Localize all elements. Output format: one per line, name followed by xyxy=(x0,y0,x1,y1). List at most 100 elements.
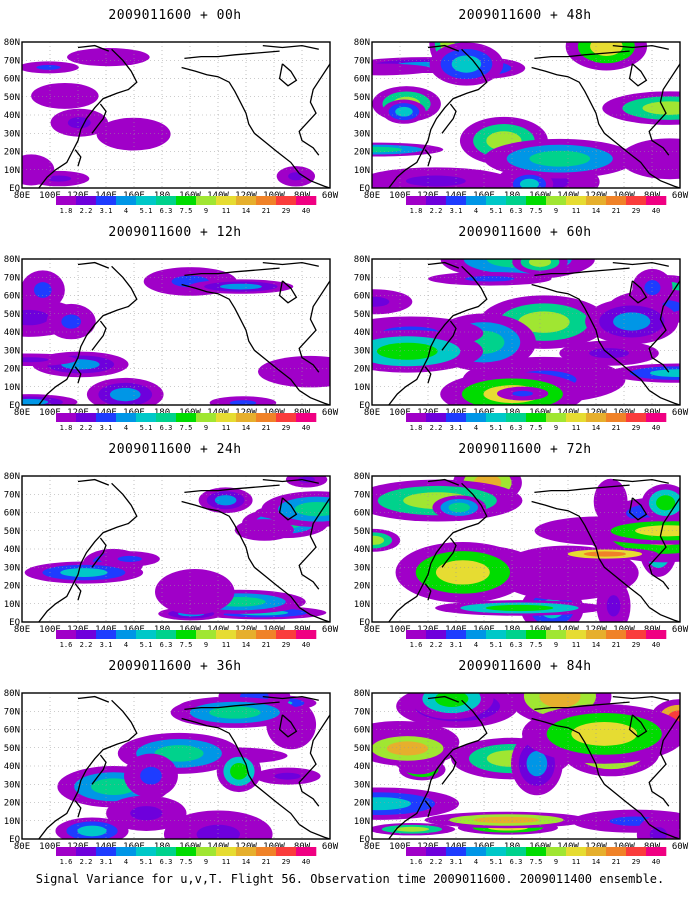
colorbar-swatch xyxy=(506,630,527,639)
colorbar-label: 29 xyxy=(282,207,290,215)
colorbar-label: 11 xyxy=(572,858,580,866)
colorbar-swatch xyxy=(586,630,607,639)
colorbar-label: 7.5 xyxy=(180,641,193,649)
colorbar-swatch xyxy=(116,413,137,422)
colorbar-label: 29 xyxy=(282,424,290,432)
colorbar-swatch xyxy=(546,630,567,639)
colorbar-label: 21 xyxy=(612,858,620,866)
colorbar-swatch xyxy=(606,847,627,856)
colorbar-label: 40 xyxy=(652,858,660,866)
variance-map: 80N70N60N50N40N30N20N10NEQ80E100E120E140… xyxy=(4,255,339,432)
coastline xyxy=(298,606,330,622)
coastline xyxy=(441,103,457,134)
longitude-label: 80E xyxy=(364,408,380,418)
colorbar-swatch xyxy=(136,847,157,856)
coastline xyxy=(648,823,680,839)
coastline xyxy=(531,717,650,825)
latitude-label: 70N xyxy=(4,490,20,500)
latitude-label: 50N xyxy=(4,744,20,754)
variance-contour xyxy=(656,495,676,511)
colorbar-swatch xyxy=(446,196,467,205)
colorbar-label: 11 xyxy=(572,424,580,432)
latitude-label: 60N xyxy=(354,726,370,736)
colorbar-swatch xyxy=(426,847,447,856)
colorbar-swatch xyxy=(406,630,427,639)
variance-contour xyxy=(649,150,680,167)
colorbar-swatch xyxy=(116,196,137,205)
colorbar-label: 1.8 xyxy=(60,424,73,432)
variance-contour xyxy=(372,296,390,307)
latitude-label: 80N xyxy=(4,38,20,48)
panel-title: 2009011600 + 12h xyxy=(108,225,242,240)
colorbar-label: 40 xyxy=(302,641,310,649)
variance-contour xyxy=(485,604,554,612)
coastline xyxy=(648,63,680,156)
variance-contour xyxy=(51,90,79,102)
variance-contour xyxy=(372,146,403,153)
longitude-label: 80E xyxy=(364,842,380,852)
colorbar-swatch xyxy=(236,630,257,639)
map-panel: 2009011600 + 60h 80N 70N 60N 50N 40N 30N 20N 10N… xyxy=(350,217,700,434)
colorbar-label: 2.2 xyxy=(430,207,443,215)
variance-contour xyxy=(372,797,412,811)
colorbar-swatch xyxy=(256,413,277,422)
variance-contour xyxy=(252,525,277,535)
variance-contour xyxy=(294,501,330,517)
coastline xyxy=(534,701,630,711)
latitude-label: 70N xyxy=(4,707,20,717)
longitude-label: 80E xyxy=(364,625,380,635)
latitude-label: 40N xyxy=(354,762,370,772)
colorbar-swatch xyxy=(626,847,647,856)
variance-contour xyxy=(526,750,548,777)
latitude-label: 30N xyxy=(4,346,20,356)
longitude-label: 60W xyxy=(322,625,339,635)
coastline xyxy=(388,265,488,405)
colorbar-swatch xyxy=(76,847,97,856)
colorbar-label: 7.5 xyxy=(530,858,543,866)
colorbar-swatch xyxy=(466,847,487,856)
colorbar-label: 21 xyxy=(612,424,620,432)
variance-contour xyxy=(519,178,539,188)
latitude-label: 50N xyxy=(354,93,370,103)
latitude-label: 70N xyxy=(354,56,370,66)
colorbar-label: 14 xyxy=(242,424,250,432)
colorbar-swatch xyxy=(646,847,667,856)
colorbar-label: 14 xyxy=(242,858,250,866)
variance-contour xyxy=(118,127,149,141)
colorbar-swatch xyxy=(606,196,627,205)
longitude-label: 100E xyxy=(39,191,61,201)
latitude-label: 80N xyxy=(354,255,370,265)
colorbar-swatch xyxy=(276,196,297,205)
latitude-label: 70N xyxy=(4,56,20,66)
latitude-label: 30N xyxy=(354,346,370,356)
coastline xyxy=(648,714,680,807)
longitude-label: 60W xyxy=(322,191,339,201)
coastline xyxy=(38,482,138,622)
coastline xyxy=(534,267,630,277)
colorbar-label: 11 xyxy=(572,641,580,649)
variance-contour xyxy=(77,825,107,837)
latitude-label: 10N xyxy=(4,600,20,610)
variance-contour xyxy=(209,706,261,719)
colorbar-swatch xyxy=(96,847,117,856)
colorbar-label: 1.8 xyxy=(410,424,423,432)
colorbar-swatch xyxy=(176,196,197,205)
colorbar-label: 1.6 xyxy=(410,641,423,649)
colorbar-label: 7.5 xyxy=(180,207,193,215)
colorbar-swatch xyxy=(176,630,197,639)
colorbar-label: 9 xyxy=(204,207,208,215)
colorbar-swatch xyxy=(116,630,137,639)
colorbar-swatch xyxy=(546,196,567,205)
variance-map: 80N70N60N50N40N30N20N10NEQ80E100E120E140… xyxy=(4,472,339,649)
latitude-label: 60N xyxy=(4,726,20,736)
variance-contour xyxy=(583,551,627,557)
colorbar-label: 7.5 xyxy=(180,424,193,432)
colorbar-swatch xyxy=(626,630,647,639)
longitude-label: 80E xyxy=(364,191,380,201)
variance-contour xyxy=(606,595,621,617)
latitude-label: 40N xyxy=(4,111,20,121)
colorbar-label: 11 xyxy=(222,641,230,649)
colorbar-label: 14 xyxy=(592,641,600,649)
coastline xyxy=(648,606,680,622)
latitude-label: 80N xyxy=(4,689,20,699)
